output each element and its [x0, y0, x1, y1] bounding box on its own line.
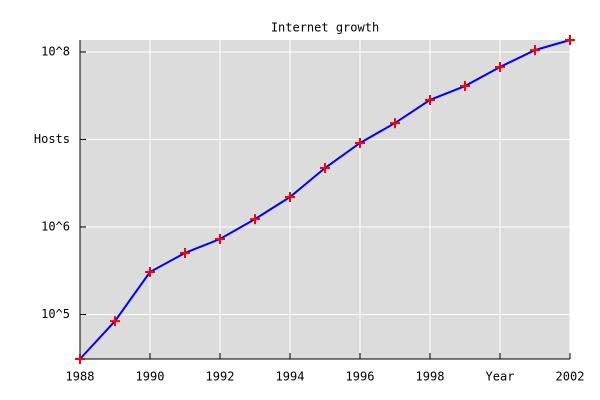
point-marker	[565, 35, 575, 45]
x-tick-label: 2002	[556, 370, 585, 384]
y-tick-label: 10^6	[41, 219, 70, 233]
point-marker	[530, 45, 540, 56]
point-marker	[390, 118, 400, 129]
point-marker	[215, 233, 225, 244]
point-marker	[495, 61, 505, 72]
point-marker	[180, 247, 190, 258]
point-marker	[320, 163, 330, 174]
x-tick-label: 1994	[276, 370, 305, 384]
y-tick-label: 10^8	[41, 44, 70, 58]
point-marker	[110, 316, 120, 327]
point-marker	[75, 354, 85, 364]
point-marker	[460, 81, 470, 92]
point-marker	[285, 192, 295, 203]
point-marker	[355, 137, 365, 148]
point-marker	[145, 266, 155, 277]
plot-area	[80, 40, 570, 359]
x-tick-label: 1992	[206, 370, 235, 384]
x-tick-label: 1996	[346, 370, 375, 384]
y-tick-label: 10^5	[41, 307, 70, 321]
point-marker	[250, 214, 260, 225]
x-tick-label: 1998	[416, 370, 445, 384]
point-marker	[425, 94, 435, 105]
chart-title: Internet growth	[271, 21, 379, 35]
x-tick-label: 1990	[136, 370, 165, 384]
x-tick-label: Year	[486, 370, 515, 384]
x-tick-label: 1988	[66, 370, 95, 384]
y-tick-label: Hosts	[34, 132, 70, 146]
